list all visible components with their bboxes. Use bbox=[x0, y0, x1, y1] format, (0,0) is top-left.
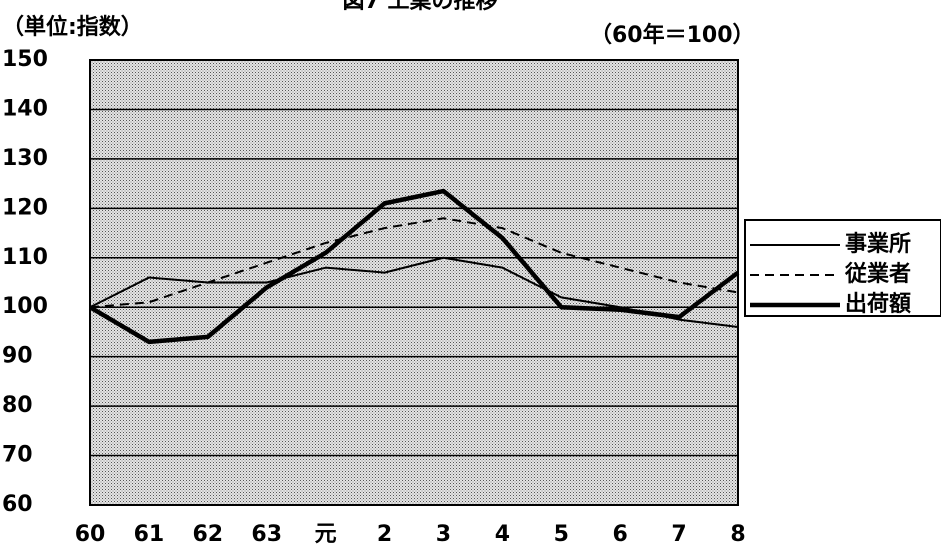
base-note: （60年＝100） bbox=[590, 22, 755, 48]
x-tick-label: 4 bbox=[495, 522, 510, 547]
x-tick-label: 6 bbox=[613, 522, 628, 547]
x-tick-label: 5 bbox=[554, 522, 569, 547]
series-line bbox=[88, 188, 740, 345]
y-tick-label: 70 bbox=[2, 443, 33, 468]
chart-title: 図7 工業の推移 bbox=[343, 0, 498, 14]
x-tick-label: 3 bbox=[436, 522, 451, 547]
y-tick-label: 120 bbox=[2, 195, 48, 220]
x-tick-label: 8 bbox=[730, 522, 745, 547]
y-tick-label: 90 bbox=[2, 344, 33, 369]
legend-label: 従業者 bbox=[844, 261, 911, 287]
legend-label: 事業所 bbox=[845, 231, 911, 257]
x-tick-label: 2 bbox=[377, 522, 392, 547]
unit-label: （単位:指数） bbox=[2, 14, 143, 40]
x-tick-label: 7 bbox=[671, 522, 686, 547]
y-tick-label: 80 bbox=[2, 393, 33, 418]
y-tick-label: 140 bbox=[2, 96, 48, 121]
x-tick-label: 61 bbox=[134, 522, 165, 547]
y-tick-label: 150 bbox=[2, 47, 48, 72]
x-tick-label: 62 bbox=[193, 522, 224, 547]
y-tick-label: 130 bbox=[2, 146, 48, 171]
y-tick-label: 110 bbox=[2, 245, 48, 270]
y-tick-label: 60 bbox=[2, 492, 33, 517]
legend-label: 出荷額 bbox=[845, 291, 911, 317]
plot-area bbox=[89, 59, 739, 506]
x-tick-label: 63 bbox=[251, 522, 282, 547]
x-tick-label: 60 bbox=[75, 522, 106, 547]
x-tick-label: 元 bbox=[315, 522, 337, 547]
y-tick-label: 100 bbox=[2, 294, 48, 319]
legend-box bbox=[744, 219, 941, 317]
series-line bbox=[89, 217, 739, 309]
